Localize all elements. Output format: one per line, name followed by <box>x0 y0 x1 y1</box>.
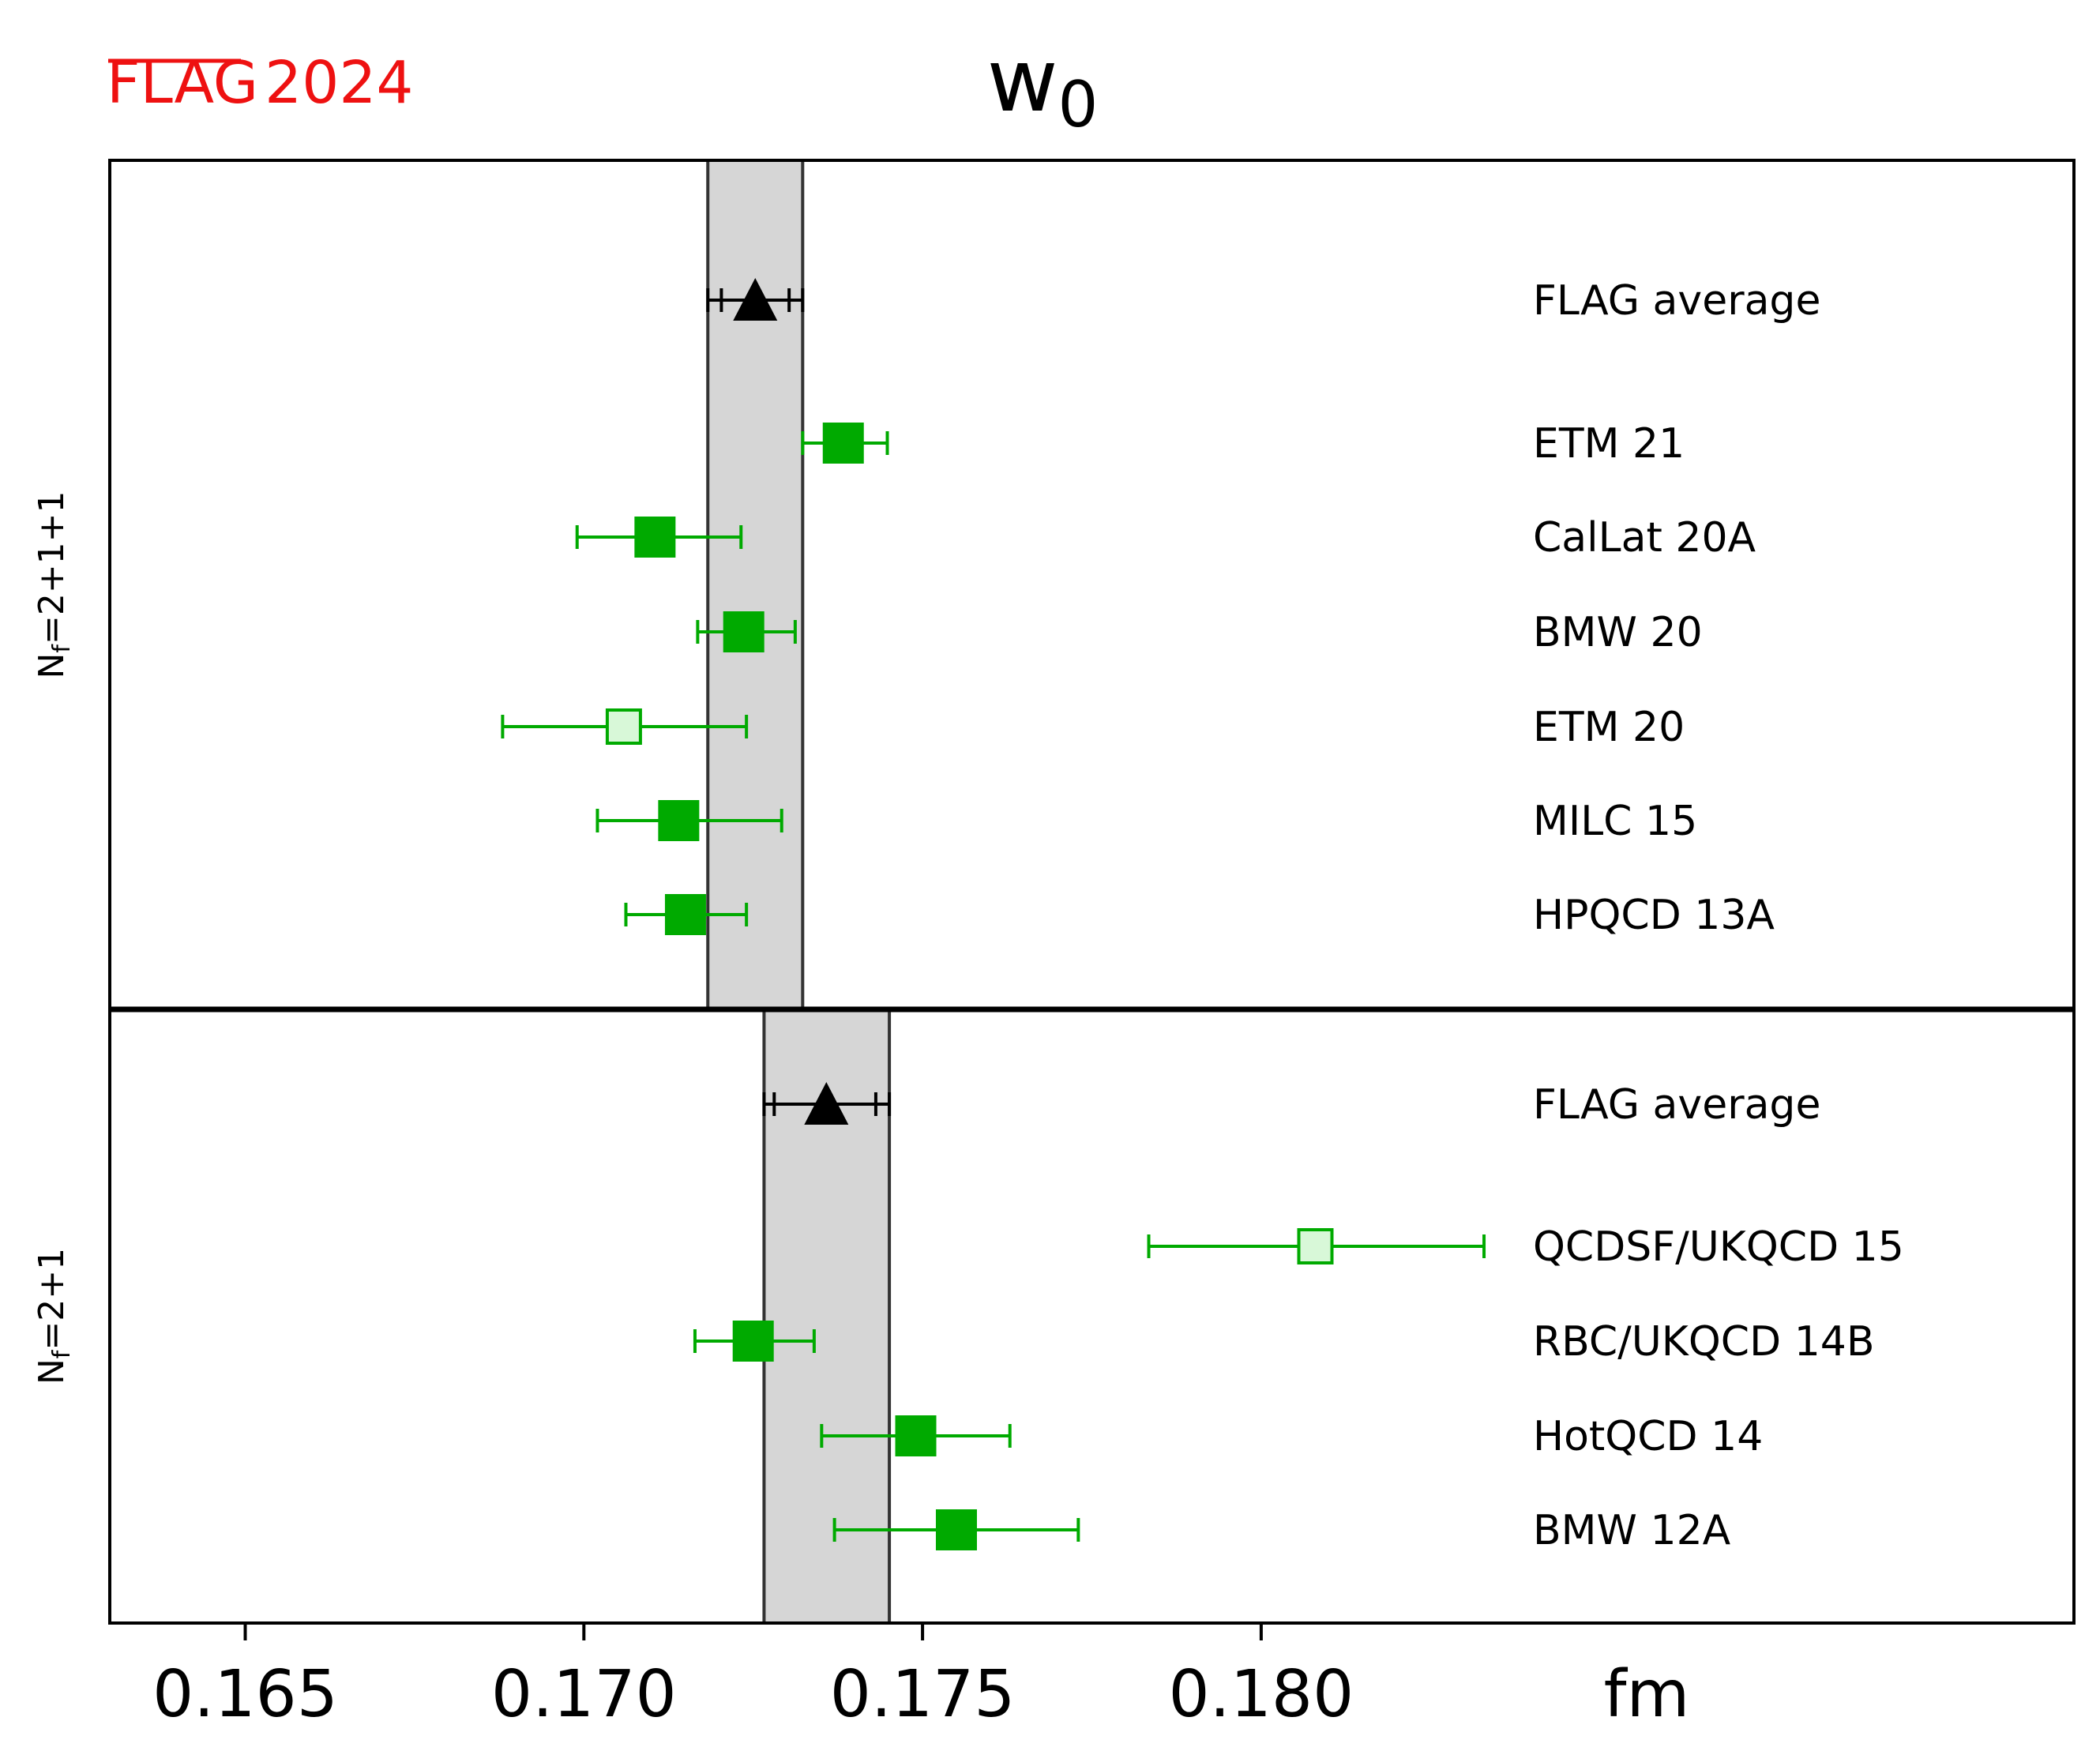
plot-frame <box>108 159 2076 1625</box>
square-marker <box>634 517 676 558</box>
data-point: MILC 15 <box>595 798 1697 845</box>
panel-label-sub: f <box>48 1349 76 1358</box>
square-marker <box>732 1321 774 1362</box>
flag-logo-year: 2024 <box>265 49 413 117</box>
row-label: HPQCD 13A <box>1533 892 1775 939</box>
x-tick-label: 0.170 <box>491 1657 677 1732</box>
row-label: CalLat 20A <box>1533 514 1756 562</box>
row-label: FLAG average <box>1533 277 1820 325</box>
row-label: HotQCD 14 <box>1533 1413 1763 1460</box>
panel-label-n: N <box>32 653 72 679</box>
square-marker <box>935 1509 977 1550</box>
data-point: CalLat 20A <box>575 514 1756 562</box>
triangle-marker <box>804 1082 849 1125</box>
open-square-marker <box>1297 1228 1334 1264</box>
row-label: ETM 20 <box>1533 704 1685 751</box>
flag-average-point: FLAG average <box>762 1081 1820 1129</box>
square-marker <box>723 611 764 652</box>
panel-label-sub: f <box>48 644 76 653</box>
square-marker <box>658 800 700 841</box>
square-marker <box>895 1415 937 1456</box>
panel-label: Nf=2+1 <box>32 1248 76 1385</box>
data-point: ETM 21 <box>801 420 1685 468</box>
x-unit-label: fm <box>1604 1657 1690 1732</box>
x-tick-label: 0.165 <box>152 1657 338 1732</box>
data-point: HPQCD 13A <box>624 892 1775 939</box>
data-point: BMW 12A <box>832 1507 1731 1554</box>
data-point: QCDSF/UKQCD 15 <box>1147 1223 1904 1271</box>
row-label: BMW 12A <box>1533 1507 1731 1554</box>
data-point: HotQCD 14 <box>820 1413 1763 1460</box>
square-marker <box>822 423 864 464</box>
data-point: BMW 20 <box>696 609 1703 656</box>
open-square-marker <box>605 708 642 745</box>
triangle-marker <box>733 278 778 321</box>
data-point: RBC/UKQCD 14B <box>693 1318 1875 1366</box>
plot-area: FLAG average ETM 21 CalLat 20A BMW 20 ETM 20… <box>32 159 2076 1732</box>
panel-label: Nf=2+1+1 <box>32 490 76 678</box>
row-label: QCDSF/UKQCD 15 <box>1533 1223 1904 1271</box>
x-tick-label: 0.175 <box>830 1657 1016 1732</box>
row-label: MILC 15 <box>1533 798 1697 845</box>
data-point: ETM 20 <box>501 704 1685 751</box>
chart-title-main: w <box>987 30 1058 131</box>
panel-label-n: N <box>32 1358 72 1385</box>
row-label: FLAG average <box>1533 1081 1820 1129</box>
x-tick-label: 0.180 <box>1169 1657 1354 1732</box>
chart-title: w0 <box>987 30 1099 141</box>
row-label: RBC/UKQCD 14B <box>1533 1318 1875 1366</box>
row-label: BMW 20 <box>1533 609 1703 656</box>
panel-label-rest: =2+1+1 <box>32 490 72 644</box>
chart-title-subscript: 0 <box>1058 68 1099 141</box>
panel-2plus1plus1: FLAG average ETM 21 CalLat 20A BMW 20 ETM 20… <box>32 159 1820 1011</box>
panel-label-rest: =2+1 <box>32 1248 72 1351</box>
row-label: ETM 21 <box>1533 420 1685 468</box>
panel-2plus1: FLAG average QCDSF/UKQCD 15 RBC/UKQCD 14B H… <box>32 1008 1904 1625</box>
square-marker <box>664 894 706 935</box>
flag-average-point: FLAG average <box>706 277 1820 325</box>
